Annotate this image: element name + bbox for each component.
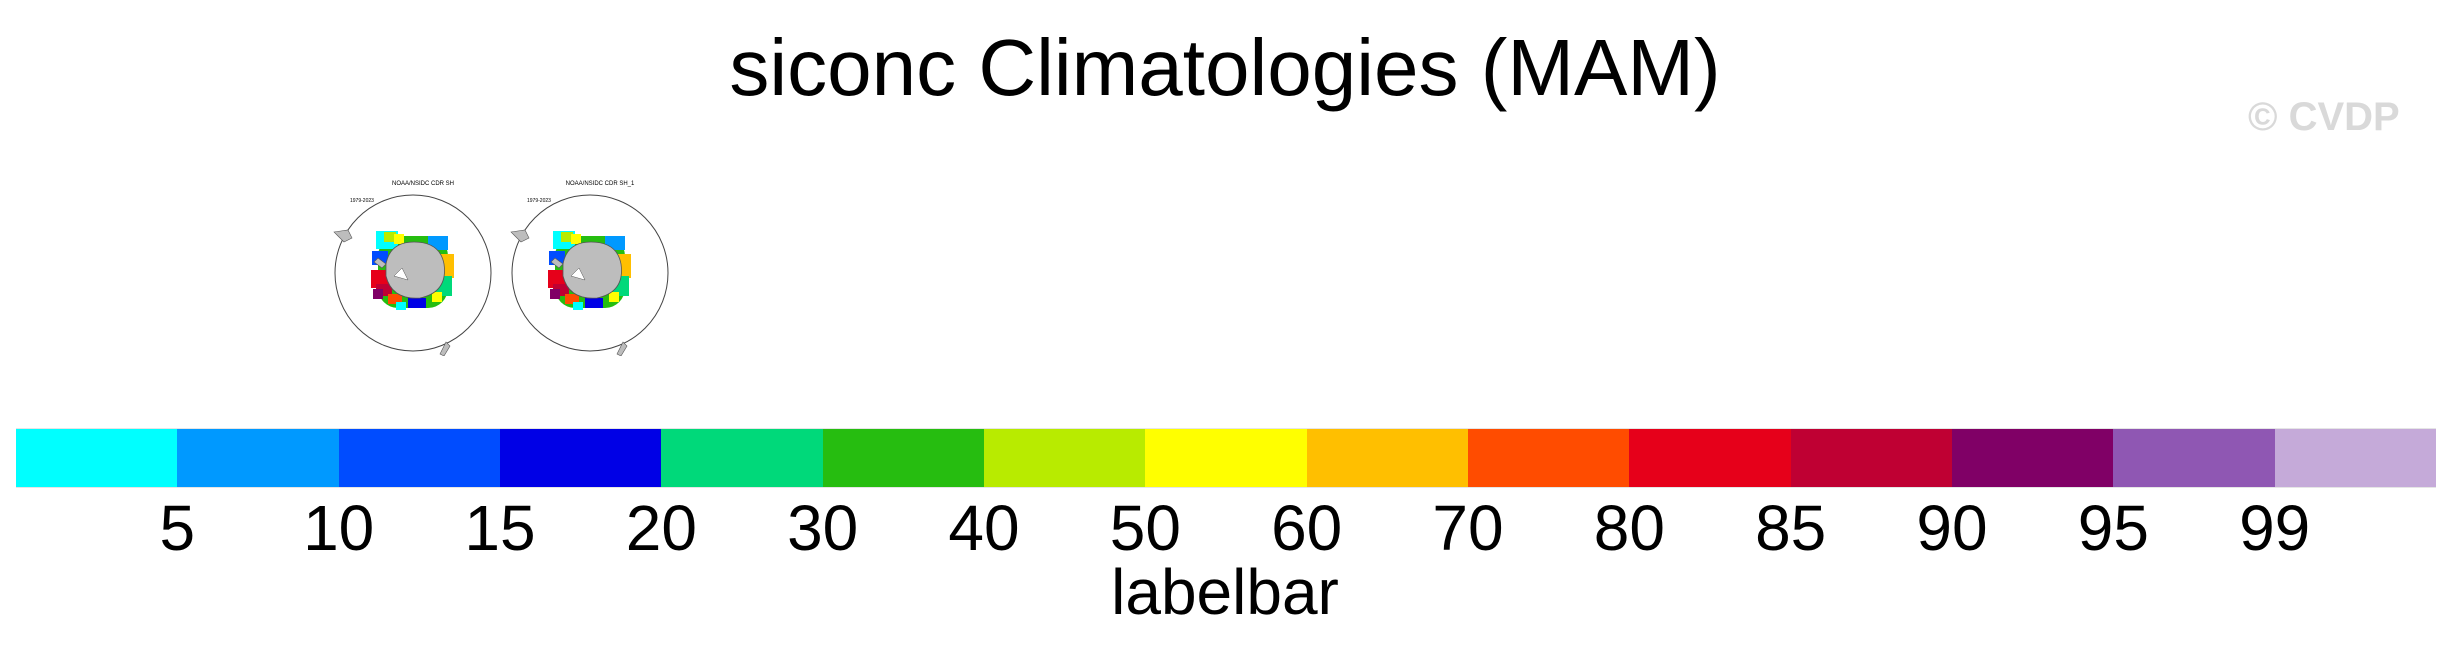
labelbar-tick-label: 40 — [948, 492, 1020, 564]
labelbar-tick-label: 30 — [787, 492, 859, 564]
labelbar-tick-label: 99 — [2239, 492, 2311, 564]
labelbar-tick-label: 50 — [1109, 492, 1181, 564]
labelbar-tick-label: 70 — [1432, 492, 1504, 564]
antarctica-landmass — [385, 241, 445, 299]
labelbar-swatch — [1306, 429, 1468, 487]
map-panel-1: NOAA/NSIDC CDR SH 1979-2023 — [328, 176, 518, 356]
labelbar-swatch — [1951, 429, 2114, 487]
labelbar-swatch — [499, 429, 662, 487]
labelbar-tick-label: 90 — [1916, 492, 1988, 564]
labelbar-swatch — [983, 429, 1146, 487]
labelbar-title: labelbar — [1111, 556, 1339, 628]
labelbar-swatch — [16, 429, 178, 487]
labelbar-swatch — [338, 429, 500, 487]
labelbar-tick-label: 85 — [1755, 492, 1827, 564]
polar-map-2: NOAA/NSIDC CDR SH_1 1979-2023 — [510, 181, 669, 356]
map-boundary — [511, 194, 669, 352]
map-panel-2: NOAA/NSIDC CDR SH_1 1979-2023 — [505, 176, 695, 356]
new-zealand-landmass — [616, 341, 628, 356]
labelbar-swatch — [661, 429, 823, 487]
panel-title: NOAA/NSIDC CDR SH — [392, 181, 454, 187]
antarctic-peninsula — [373, 257, 387, 269]
antarctica-landmass — [562, 241, 622, 299]
ice-shelf — [393, 267, 409, 281]
labelbar-tick-label: 5 — [159, 492, 196, 564]
panel-years: 1979-2023 — [350, 198, 374, 204]
panel-years: 1979-2023 — [527, 198, 551, 204]
labelbar-swatch — [1629, 429, 1791, 487]
labelbar-swatch — [2113, 429, 2275, 487]
polar-map-1: NOAA/NSIDC CDR SH 1979-2023 — [333, 181, 492, 356]
labelbar-tick-label: 80 — [1593, 492, 1665, 564]
color-labelbar — [16, 428, 2436, 488]
labelbar-swatch — [177, 429, 339, 487]
labelbar-swatch — [1467, 429, 1630, 487]
watermark: © CVDP — [2248, 95, 2400, 139]
antarctic-peninsula — [550, 257, 564, 269]
ice-shelf — [570, 267, 586, 281]
labelbar-tick-label: 10 — [303, 492, 375, 564]
page-title: siconc Climatologies (MAM) — [729, 23, 1721, 112]
labelbar-tick-label: 95 — [2077, 492, 2149, 564]
labelbar-tick-label: 60 — [1271, 492, 1343, 564]
south-america-landmass — [333, 229, 353, 243]
labelbar-tick-label: 20 — [625, 492, 697, 564]
labelbar-swatch — [1790, 429, 1952, 487]
labelbar-swatch — [1145, 429, 1307, 487]
labelbar-swatch — [822, 429, 984, 487]
labelbar-swatch — [2274, 429, 2436, 487]
new-zealand-landmass — [439, 341, 451, 356]
south-america-landmass — [510, 229, 530, 243]
map-boundary — [334, 194, 492, 352]
panel-title: NOAA/NSIDC CDR SH_1 — [566, 181, 635, 187]
labelbar-tick-label: 15 — [464, 492, 536, 564]
